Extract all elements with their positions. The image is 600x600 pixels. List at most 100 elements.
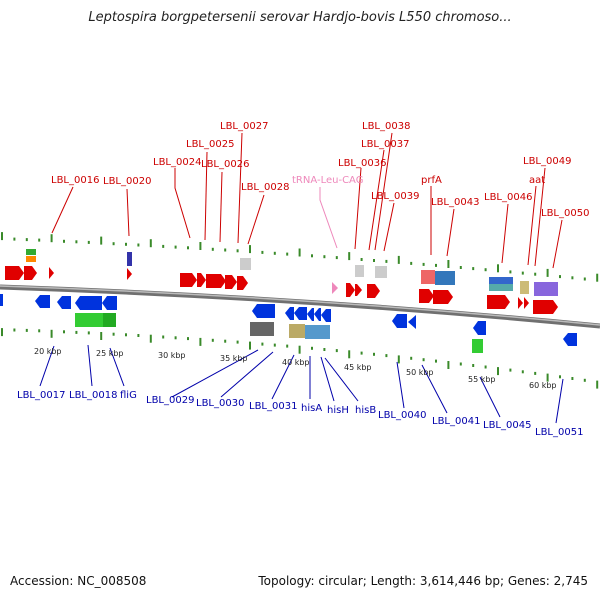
gene-arrow[interactable]	[35, 295, 50, 308]
gene-arrow[interactable]	[314, 308, 321, 321]
gene-arrow[interactable]	[419, 289, 434, 303]
gene-arrow[interactable]	[294, 307, 307, 320]
gene-arrow[interactable]	[252, 304, 275, 318]
gene-label[interactable]: LBL_0018	[69, 390, 117, 401]
gene-label[interactable]: LBL_0025	[186, 139, 234, 150]
gene-label[interactable]: LBL_0028	[241, 182, 289, 193]
gene-arrow[interactable]	[487, 295, 510, 309]
gene-label[interactable]: LBL_0039	[371, 191, 419, 202]
gene-arrow[interactable]	[102, 296, 117, 310]
gene-label[interactable]: tRNA-Leu-CAG	[292, 175, 363, 186]
gene-label[interactable]: LBL_0050	[541, 208, 589, 219]
gene-arrow[interactable]	[473, 321, 486, 335]
gene-arrow[interactable]	[307, 308, 314, 321]
gene-label[interactable]: LBL_0024	[153, 157, 201, 168]
gene-arrow[interactable]	[433, 290, 453, 304]
gene-box[interactable]	[489, 284, 513, 291]
gene-label[interactable]: fliG	[120, 390, 137, 401]
topology-summary: Topology: circular; Length: 3,614,446 bp…	[258, 574, 588, 588]
gene-arrow[interactable]	[57, 296, 71, 309]
gene-label[interactable]: hisA	[301, 403, 322, 414]
gene-arrow[interactable]	[355, 284, 362, 296]
gene-label[interactable]: LBL_0037	[361, 139, 409, 150]
gene-box[interactable]	[26, 249, 36, 255]
gene-label[interactable]: LBL_0046	[484, 192, 532, 203]
gene-box[interactable]	[289, 324, 305, 338]
gene-arrow[interactable]	[392, 314, 407, 328]
callout-lines-forward	[51, 132, 563, 269]
gene-arrow[interactable]	[180, 273, 197, 287]
gene-arrow[interactable]	[533, 300, 558, 314]
gene-arrow[interactable]	[408, 315, 416, 329]
gene-arrow[interactable]	[5, 266, 24, 280]
gene-arrow[interactable]	[332, 282, 338, 294]
gene-box[interactable]	[489, 277, 513, 284]
gene-box[interactable]	[435, 271, 455, 285]
gene-box[interactable]	[103, 313, 116, 327]
scale-label: 45 kbp	[344, 363, 372, 372]
scale-label: 60 kbp	[529, 381, 557, 390]
scale-label: 25 kbp	[96, 349, 124, 358]
gene-label[interactable]: hisB	[355, 405, 376, 416]
scale-label: 20 kbp	[34, 347, 62, 356]
gene-arrow[interactable]	[563, 333, 577, 346]
gene-label[interactable]: LBL_0036	[338, 158, 386, 169]
scale-label: 35 kbp	[220, 354, 248, 363]
gene-box[interactable]	[375, 266, 387, 278]
gene-arrow[interactable]	[197, 273, 206, 287]
gene-label[interactable]: LBL_0040	[378, 410, 426, 421]
scale-labels: 20 kbp 25 kbp 30 kbp 35 kbp 40 kbp 45 kb…	[34, 347, 557, 390]
gene-label[interactable]: LBL_0029	[146, 395, 194, 406]
gene-label[interactable]: LBL_0031	[249, 401, 297, 412]
callout-line-trna	[319, 187, 338, 249]
gene-arrow[interactable]	[524, 297, 529, 309]
gene-label[interactable]: LBL_0020	[103, 176, 151, 187]
gene-arrow[interactable]	[127, 268, 132, 280]
gene-arrow[interactable]	[321, 309, 331, 322]
gene-box[interactable]	[421, 270, 435, 284]
forward-features	[5, 249, 558, 314]
gene-label[interactable]: hisH	[327, 405, 349, 416]
gene-arrow[interactable]	[237, 276, 248, 290]
gene-arrow[interactable]	[285, 307, 294, 320]
gene-box[interactable]	[26, 256, 36, 262]
forward-gene-labels: LBL_0016 LBL_0020 LBL_0024 LBL_0025 LBL_…	[51, 121, 589, 219]
gene-box[interactable]	[127, 252, 132, 266]
gene-label[interactable]: LBL_0049	[523, 156, 571, 167]
gene-arrow[interactable]	[518, 297, 523, 309]
gene-arrow[interactable]	[75, 296, 102, 310]
gene-label[interactable]: LBL_0041	[432, 416, 480, 427]
gene-label[interactable]: LBL_0043	[431, 197, 479, 208]
gene-label[interactable]: aat	[529, 175, 545, 186]
gene-label[interactable]: LBL_0038	[362, 121, 410, 132]
gene-arrow[interactable]	[206, 274, 226, 288]
gene-box[interactable]	[355, 265, 364, 277]
gene-label[interactable]: LBL_0026	[201, 159, 249, 170]
gene-arrow[interactable]	[49, 267, 54, 279]
gene-label[interactable]: LBL_0030	[196, 398, 244, 409]
scale-label: 30 kbp	[158, 351, 186, 360]
gene-box[interactable]	[534, 282, 558, 296]
gene-box[interactable]	[520, 281, 529, 294]
gene-label[interactable]: prfA	[421, 175, 442, 186]
gene-label[interactable]: LBL_0016	[51, 175, 99, 186]
map-title: Leptospira borgpetersenii serovar Hardjo…	[88, 10, 512, 25]
gene-arrow[interactable]	[367, 284, 380, 298]
gene-arrow[interactable]	[0, 294, 3, 306]
gene-label[interactable]: LBL_0051	[535, 427, 583, 438]
gene-label[interactable]: LBL_0027	[220, 121, 268, 132]
gene-box[interactable]	[305, 325, 330, 339]
gene-arrow[interactable]	[346, 283, 355, 297]
gene-box[interactable]	[472, 339, 483, 353]
gene-box[interactable]	[250, 322, 274, 336]
gene-arrow[interactable]	[225, 275, 237, 289]
gene-label[interactable]: LBL_0017	[17, 390, 65, 401]
gene-box[interactable]	[240, 258, 251, 270]
gene-label[interactable]: LBL_0045	[483, 420, 531, 431]
tick-row-lower	[1, 328, 599, 389]
gene-box[interactable]	[75, 313, 103, 327]
reverse-gene-labels: LBL_0017 LBL_0018 fliG LBL_0029 LBL_0030…	[17, 390, 583, 438]
gene-arrow[interactable]	[24, 266, 37, 280]
tick-row-upper	[1, 232, 599, 282]
